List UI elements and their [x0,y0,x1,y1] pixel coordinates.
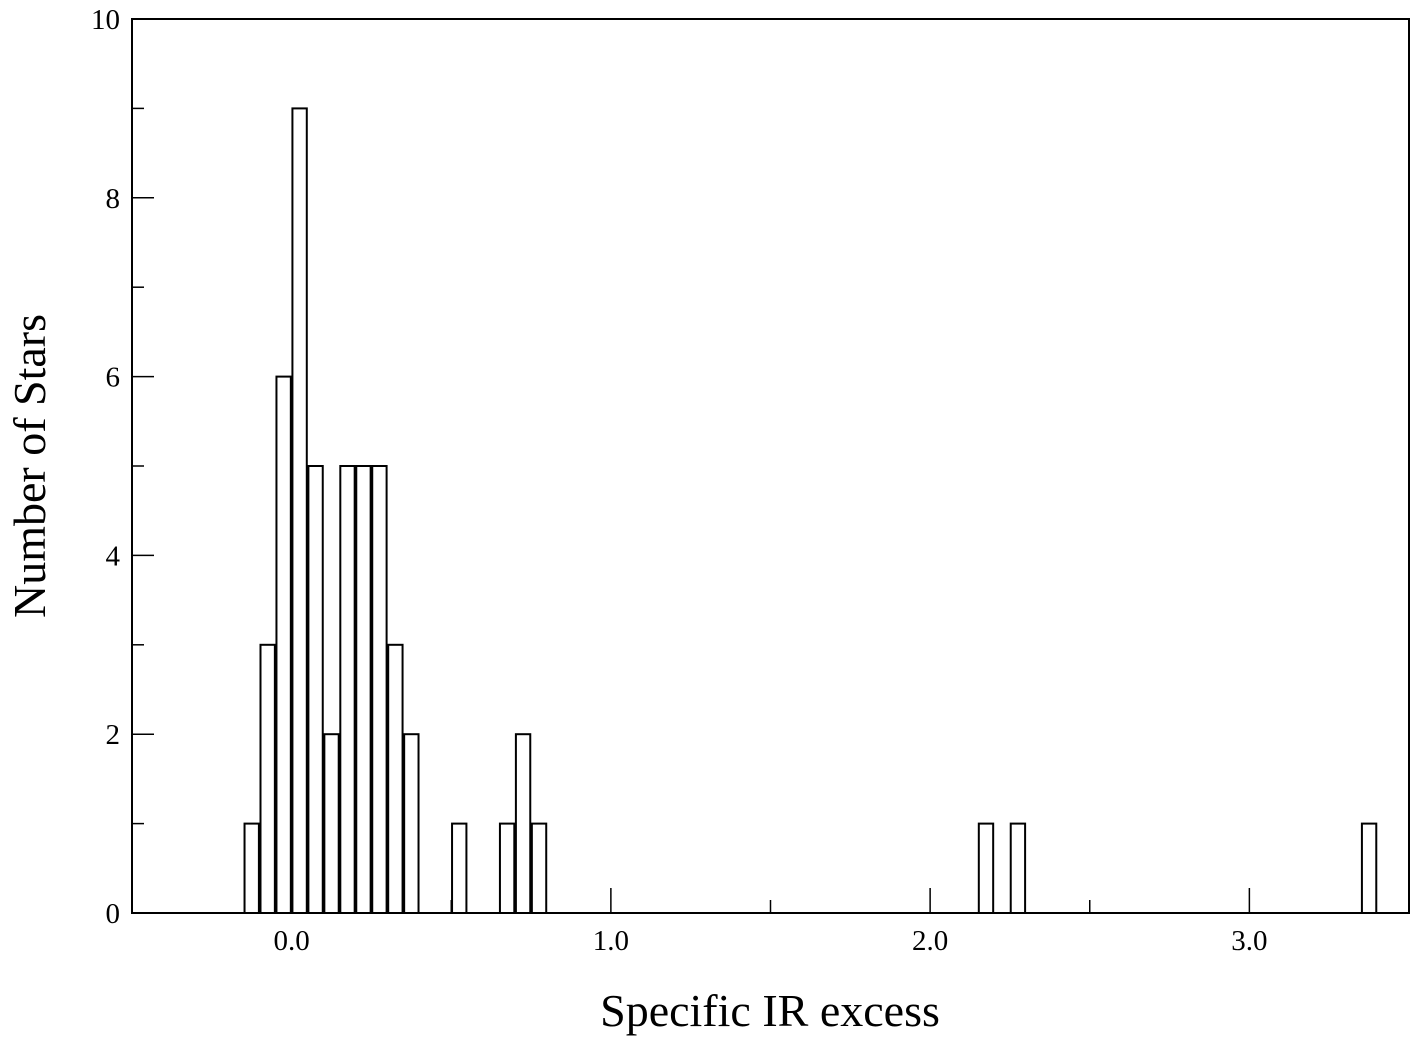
histogram-bar [514,733,532,915]
y-tick-label: 6 [106,362,121,394]
x-axis-title: Specific IR excess [600,985,940,1036]
histogram-bar [498,822,516,914]
histogram-bar [530,822,548,914]
histogram-bar [291,107,308,914]
histogram-bar [1360,822,1378,914]
y-tick-label: 0 [106,898,121,930]
histogram-bar [339,465,356,914]
histogram-bar [355,465,372,914]
tick-labels-group: 0.0 1.0 2.0 3.0 0 2 4 6 8 10 [91,4,1268,957]
histogram-bar [243,822,260,914]
y-tick-label: 2 [106,719,121,751]
x-tick-label: 1.0 [593,925,629,957]
histogram-bar [307,465,324,914]
y-axis-title: Number of Stars [4,314,55,618]
y-tick-label: 8 [106,183,121,215]
histogram-bar [977,822,995,914]
y-tick-label: 4 [106,540,121,572]
histogram-bar [387,643,404,914]
bars-group [243,107,1378,915]
x-tick-label: 0.0 [274,925,310,957]
y-tick-label: 10 [91,4,120,36]
plot-frame [131,18,1410,914]
x-tick-label: 2.0 [912,925,948,957]
histogram-bar [259,643,276,914]
x-tick-label: 3.0 [1231,925,1267,957]
histogram-bar [371,465,388,914]
histogram-bar [1009,822,1027,914]
histogram-bar [275,375,292,915]
histogram-bar [403,733,420,915]
histogram-bar [323,733,340,915]
histogram-bar [451,822,468,914]
